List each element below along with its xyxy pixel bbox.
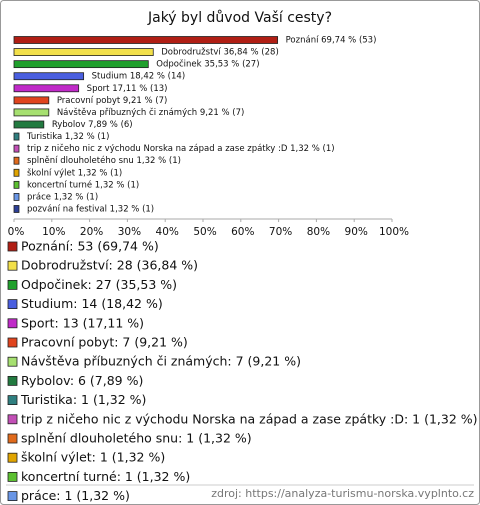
legend-swatch	[7, 260, 18, 271]
x-tick-label: 10%	[42, 226, 65, 238]
bar	[13, 180, 20, 189]
legend-label: Návštěva příbuzných či známých: 7 (9,21 …	[21, 354, 301, 369]
x-tick-label: 40%	[156, 226, 179, 238]
legend-swatch	[7, 395, 18, 406]
legend-swatch	[7, 433, 18, 444]
x-tick-label: 20%	[80, 226, 103, 238]
value-label: školní výlet 1,32 % (1)	[27, 167, 122, 178]
value-label: Pracovní pobyt 9,21 % (7)	[57, 96, 168, 106]
value-label: Sport 17,11 % (13)	[87, 84, 168, 94]
value-label: pozvání na festival 1,32 % (1)	[27, 204, 154, 214]
legend-swatch	[7, 337, 18, 348]
bar	[13, 193, 20, 201]
legend-swatch	[7, 414, 18, 425]
legend-swatch	[7, 491, 18, 502]
legend-label: školní výlet: 1 (1,32 %)	[21, 450, 165, 465]
value-label: práce 1,32 % (1)	[27, 192, 98, 202]
bar	[13, 72, 85, 81]
value-label: splnění dlouholetého snu 1,32 % (1)	[27, 155, 181, 166]
bar	[13, 96, 50, 105]
legend-swatch	[7, 471, 18, 482]
legend-label: Poznání: 53 (69,74 %)	[21, 239, 159, 254]
legend-label: práce: 1 (1,32 %)	[21, 488, 130, 503]
x-tick-label: 60%	[231, 226, 254, 238]
bar	[13, 84, 80, 93]
legend-label: Sport: 13 (17,11 %)	[21, 315, 144, 330]
value-label: Návštěva příbuzných či známých 9,21 % (7…	[57, 107, 245, 118]
x-tick-label: 70%	[269, 226, 292, 238]
legend-label: Dobrodružství: 28 (36,84 %)	[21, 258, 198, 273]
legend-swatch	[7, 452, 18, 463]
bar	[13, 156, 20, 165]
x-tick-label: 90%	[345, 226, 368, 238]
legend-swatch	[7, 356, 18, 367]
x-tick-label: 0%	[8, 226, 25, 238]
legend-label: Odpočinek: 27 (35,53 %)	[21, 277, 177, 292]
legend-swatch	[7, 299, 18, 310]
source: zdroj: https://analyza-turismu-norska.vy…	[211, 487, 474, 500]
value-label: Dobrodružství 36,84 % (28)	[161, 48, 279, 58]
x-tick-label: 30%	[118, 226, 141, 238]
bar	[13, 60, 149, 69]
bar	[13, 168, 20, 177]
bar	[13, 120, 45, 129]
value-label: Rybolov 7,89 % (6)	[52, 120, 133, 130]
legend-label: trip z ničeho nic z východu Norska na zá…	[21, 411, 478, 426]
value-label: Odpočinek 35,53 % (27)	[156, 59, 259, 70]
bar	[13, 48, 154, 56]
legend-label: Pracovní pobyt: 7 (9,21 %)	[21, 335, 188, 350]
legend-swatch	[7, 241, 18, 252]
x-tick-label: 100%	[379, 226, 409, 238]
value-label: trip z ničeho nic z východu Norska na zá…	[27, 143, 335, 154]
value-label: Turistika 1,32 % (1)	[26, 132, 109, 142]
bar	[13, 144, 20, 153]
legend-label: splnění dlouholetého snu: 1 (1,32 %)	[21, 431, 252, 446]
bar	[13, 108, 50, 117]
bar	[13, 36, 279, 44]
chart-title: Jaký byl důvod Vaší cesty?	[147, 10, 332, 26]
legend-swatch	[7, 375, 18, 386]
legend-label: koncertní turné: 1 (1,32 %)	[21, 469, 190, 484]
bar	[13, 132, 20, 141]
legend-swatch	[7, 318, 18, 329]
legend-label: Turistika: 1 (1,32 %)	[20, 392, 146, 407]
x-tick-label: 50%	[193, 226, 216, 238]
value-label: Poznání 69,74 % (53)	[286, 36, 377, 46]
bar	[13, 205, 20, 213]
legend-label: Studium: 14 (18,42 %)	[21, 296, 163, 311]
x-tick-label: 80%	[307, 226, 330, 238]
value-label: Studium 18,42 % (14)	[92, 72, 186, 82]
value-label: koncertní turné 1,32 % (1)	[27, 179, 139, 190]
legend-swatch	[7, 279, 18, 290]
legend-label: Rybolov: 6 (7,89 %)	[21, 373, 143, 388]
